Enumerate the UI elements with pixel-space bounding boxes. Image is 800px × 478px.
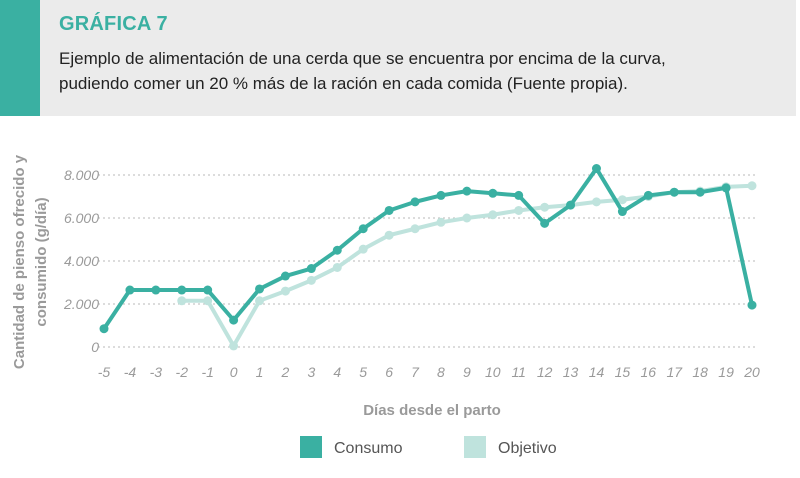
- figure-header: [0, 0, 796, 116]
- data-point-objetivo: [514, 205, 524, 215]
- x-tick-label: 10: [485, 364, 501, 380]
- x-tick-label: 16: [641, 364, 657, 380]
- data-point-consumo: [410, 197, 420, 207]
- data-point-consumo: [358, 224, 368, 234]
- data-point-consumo: [255, 284, 265, 294]
- x-tick-label: 12: [537, 364, 553, 380]
- legend-swatch-consumo: [300, 436, 322, 458]
- data-point-consumo: [125, 285, 135, 295]
- data-point-objetivo: [177, 296, 187, 306]
- figure-caption-line-1: Ejemplo de alimentación de una cerda que…: [59, 49, 666, 68]
- data-point-consumo: [436, 190, 446, 200]
- figure-caption: Ejemplo de alimentación de una cerda que…: [59, 46, 779, 96]
- x-tick-label: 1: [256, 364, 264, 380]
- y-axis-ticks: 0 2.000 4.000 6.000 8.000: [63, 167, 99, 355]
- x-tick-label: -4: [124, 364, 137, 380]
- chart-legend: Consumo Objetivo: [300, 436, 557, 458]
- x-tick-label: 20: [743, 364, 760, 380]
- x-axis-title: Días desde el parto: [363, 402, 501, 419]
- y-axis-title-line-1: Cantidad de pienso ofrecido y: [11, 154, 28, 369]
- legend-label-consumo: Consumo: [334, 440, 403, 457]
- x-tick-label: 13: [563, 364, 579, 380]
- data-point-objetivo: [255, 296, 265, 306]
- chart-series: [99, 164, 757, 351]
- data-point-consumo: [747, 300, 757, 310]
- data-point-objetivo: [229, 341, 239, 351]
- series-consumo: [99, 164, 757, 334]
- data-point-objetivo: [332, 262, 342, 272]
- data-point-consumo: [177, 285, 187, 295]
- data-point-objetivo: [617, 195, 627, 205]
- data-point-objetivo: [306, 275, 316, 285]
- data-point-consumo: [306, 264, 316, 274]
- x-tick-label: 18: [692, 364, 708, 380]
- data-point-consumo: [591, 164, 601, 174]
- y-tick-label: 2.000: [63, 296, 99, 312]
- x-tick-label: 4: [333, 364, 341, 380]
- x-tick-label: 19: [718, 364, 734, 380]
- data-point-consumo: [488, 188, 498, 198]
- data-point-consumo: [229, 315, 239, 325]
- data-point-objetivo: [747, 181, 757, 191]
- data-point-objetivo: [591, 197, 601, 207]
- data-point-objetivo: [436, 217, 446, 227]
- x-tick-label: 7: [411, 364, 420, 380]
- data-point-consumo: [280, 271, 290, 281]
- data-point-objetivo: [410, 224, 420, 234]
- data-point-consumo: [384, 205, 394, 215]
- series-line-objetivo: [179, 183, 754, 348]
- x-tick-label: 15: [615, 364, 631, 380]
- y-tick-label: 4.000: [64, 253, 99, 269]
- data-point-objetivo: [203, 296, 213, 306]
- legend-swatch-objetivo: [464, 436, 486, 458]
- data-point-consumo: [332, 245, 342, 255]
- figure-label: GRÁFICA 7: [59, 13, 168, 35]
- x-axis-ticks: -5 -4 -3 -2 -1 0 1 2 3 4 5 6 7 8 9 10 11 12 13 14 15 16 17 18 19…: [98, 364, 760, 380]
- y-tick-label: 6.000: [64, 210, 99, 226]
- x-tick-label: 17: [666, 364, 683, 380]
- data-point-objetivo: [358, 244, 368, 254]
- data-point-consumo: [514, 190, 524, 200]
- data-point-consumo: [721, 183, 731, 193]
- x-tick-label: 6: [385, 364, 393, 380]
- data-point-consumo: [540, 218, 550, 228]
- data-point-consumo: [99, 324, 109, 334]
- x-tick-label: 8: [437, 364, 445, 380]
- data-point-consumo: [695, 187, 705, 197]
- y-tick-label: 0: [91, 339, 99, 355]
- x-tick-label: 2: [281, 364, 290, 380]
- x-tick-label: 5: [359, 364, 367, 380]
- x-tick-label: 3: [307, 364, 315, 380]
- data-point-consumo: [643, 190, 653, 200]
- data-point-consumo: [151, 285, 161, 295]
- data-point-consumo: [203, 285, 213, 295]
- data-point-consumo: [617, 207, 627, 217]
- x-tick-label: -2: [176, 364, 189, 380]
- x-tick-label: 0: [230, 364, 238, 380]
- x-tick-label: -1: [201, 364, 213, 380]
- x-tick-label: -3: [150, 364, 163, 380]
- data-point-objetivo: [462, 213, 472, 223]
- data-point-objetivo: [280, 286, 290, 296]
- data-point-objetivo: [488, 210, 498, 220]
- data-point-objetivo: [384, 230, 394, 240]
- data-point-consumo: [669, 187, 679, 197]
- series-line-consumo: [102, 166, 754, 331]
- x-tick-label: 14: [589, 364, 605, 380]
- figure-caption-line-2: pudiendo comer un 20 % más de la ración …: [59, 74, 628, 93]
- data-point-consumo: [462, 186, 472, 196]
- data-point-objetivo: [540, 202, 550, 212]
- x-tick-label: 9: [463, 364, 471, 380]
- y-axis-title-line-2: consumido (g/día): [33, 197, 50, 326]
- x-tick-label: -5: [98, 364, 111, 380]
- y-tick-label: 8.000: [64, 167, 99, 183]
- x-tick-label: 11: [511, 364, 526, 380]
- header-accent-bar: [0, 0, 40, 116]
- series-objetivo: [177, 181, 757, 351]
- legend-label-objetivo: Objetivo: [498, 440, 557, 457]
- data-point-consumo: [566, 200, 576, 210]
